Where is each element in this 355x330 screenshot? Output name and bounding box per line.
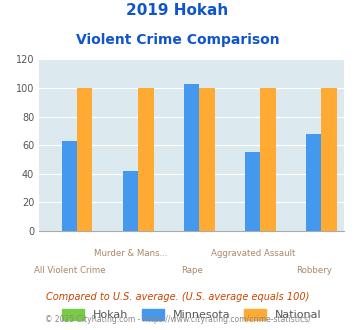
Text: Compared to U.S. average. (U.S. average equals 100): Compared to U.S. average. (U.S. average … — [46, 292, 309, 302]
Bar — [322, 88, 337, 231]
Text: Rape: Rape — [181, 266, 203, 275]
Bar — [184, 84, 200, 231]
Bar — [138, 88, 153, 231]
Text: All Violent Crime: All Violent Crime — [34, 266, 105, 275]
Bar — [77, 88, 92, 231]
Bar — [261, 88, 275, 231]
Legend: Hokah, Minnesota, National: Hokah, Minnesota, National — [62, 309, 322, 320]
Text: Aggravated Assault: Aggravated Assault — [211, 249, 295, 258]
Bar — [123, 171, 138, 231]
Text: Violent Crime Comparison: Violent Crime Comparison — [76, 33, 279, 47]
Bar — [200, 88, 214, 231]
Text: Robbery: Robbery — [296, 266, 332, 275]
Text: Murder & Mans...: Murder & Mans... — [94, 249, 168, 258]
Text: © 2025 CityRating.com - https://www.cityrating.com/crime-statistics/: © 2025 CityRating.com - https://www.city… — [45, 315, 310, 324]
Bar — [62, 141, 77, 231]
Bar — [245, 152, 261, 231]
Text: 2019 Hokah: 2019 Hokah — [126, 3, 229, 18]
Bar — [306, 134, 322, 231]
